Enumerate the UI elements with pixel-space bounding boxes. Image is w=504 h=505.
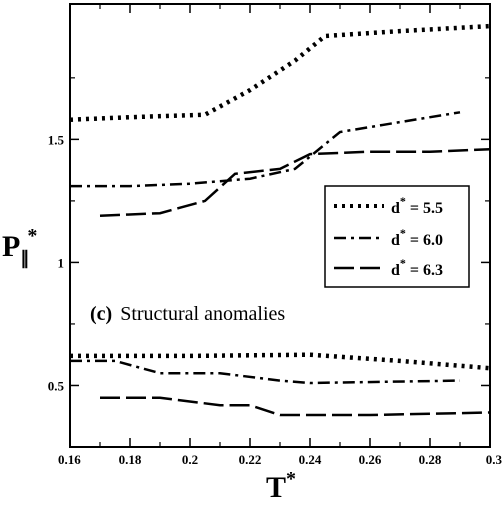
y-axis-label-main: P	[2, 230, 20, 263]
axis-ticks: 0.16 0.18 0.2 0.22 0.24 0.26 0.28 0.3 0.5 1 1.5	[48, 4, 503, 467]
legend-star-d63: *	[400, 256, 406, 270]
x-tick-label-1: 0.18	[119, 452, 142, 467]
x-axis-label: T*	[266, 468, 296, 504]
legend-eq-d63: =	[406, 262, 423, 279]
series-line-1	[70, 111, 461, 188]
series-line-5	[100, 396, 491, 417]
series-line-3	[70, 352, 491, 371]
series-line-4	[70, 359, 461, 385]
series-lines	[69, 23, 491, 417]
legend-star-d55: *	[400, 194, 406, 208]
annotation: (c) Structural anomalies	[90, 303, 285, 325]
legend-box	[324, 185, 470, 288]
y-tick-label-1: 1	[58, 255, 65, 270]
y-axis-label: P∥*	[2, 225, 37, 269]
legend-star-d60: *	[400, 226, 406, 240]
legend: d* = 5.5 d* = 6.0 d* = 6.3	[324, 185, 470, 288]
legend-value-d63: 6.3	[423, 262, 443, 279]
x-axis-label-star: *	[286, 468, 296, 490]
series-line-0	[69, 23, 491, 122]
y-tick-label-2: 1.5	[48, 132, 65, 147]
x-tick-label-5: 0.26	[359, 452, 382, 467]
y-axis-label-star: *	[27, 225, 37, 247]
legend-value-d60: 6.0	[423, 232, 443, 249]
x-tick-label-3: 0.22	[239, 452, 262, 467]
x-tick-label-6: 0.28	[419, 452, 442, 467]
x-tick-label-2: 0.2	[182, 452, 198, 467]
legend-value-d55: 5.5	[423, 200, 443, 217]
x-tick-label-4: 0.24	[299, 452, 322, 467]
annotation-text: Structural anomalies	[120, 303, 285, 325]
legend-eq-d60: =	[406, 232, 423, 249]
y-axis-label-sub: ∥	[20, 248, 29, 269]
series-line-2	[99, 147, 491, 217]
annotation-bold: (c)	[90, 303, 112, 325]
x-tick-label-7: 0.3	[486, 452, 503, 467]
x-tick-label-0: 0.16	[58, 452, 81, 467]
y-tick-label-0: 0.5	[48, 378, 65, 393]
legend-eq-d55: =	[406, 200, 423, 217]
x-axis-label-main: T	[266, 471, 286, 504]
